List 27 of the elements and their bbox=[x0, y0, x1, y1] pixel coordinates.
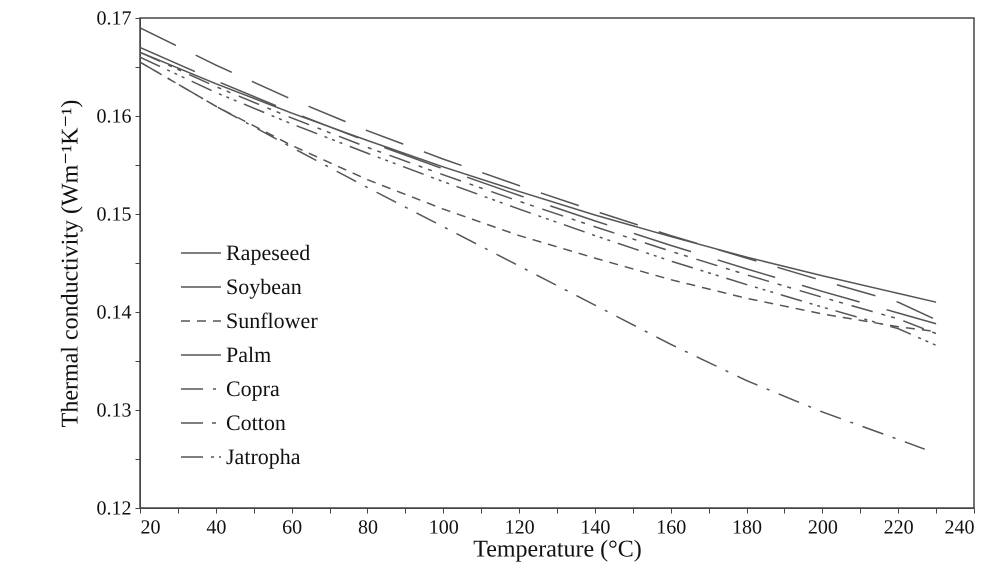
y-tick-label: 0.15 bbox=[96, 204, 132, 226]
y-tick-label: 0.13 bbox=[96, 400, 132, 422]
x-tick-label: 200 bbox=[808, 516, 838, 538]
x-tick-label: 160 bbox=[656, 516, 686, 538]
legend-label: Jatropha bbox=[226, 444, 301, 469]
x-tick-label: 220 bbox=[884, 516, 914, 538]
y-tick-label: 0.17 bbox=[96, 8, 132, 30]
x-tick-label: 100 bbox=[428, 516, 459, 538]
x-tick-label: 60 bbox=[282, 516, 302, 538]
legend-label: Rapeseed bbox=[226, 240, 310, 265]
x-tick-label: 20 bbox=[140, 516, 160, 538]
legend-label: Soybean bbox=[226, 274, 302, 299]
x-tick-label: 40 bbox=[206, 516, 226, 538]
y-tick-label: 0.14 bbox=[96, 302, 132, 324]
legend-label: Palm bbox=[226, 342, 272, 367]
y-tick-label: 0.16 bbox=[96, 106, 132, 128]
x-tick-label: 80 bbox=[358, 516, 378, 538]
x-axis-title: Temperature (°C) bbox=[473, 536, 642, 562]
y-axis-title: Thermal conductivity (Wm⁻¹K⁻¹) bbox=[58, 100, 84, 428]
legend-label: Cotton bbox=[226, 410, 286, 435]
legend-label: Sunflower bbox=[226, 308, 318, 333]
x-tick-label: 140 bbox=[580, 516, 610, 538]
legend-label: Copra bbox=[226, 376, 280, 401]
x-tick-label: 120 bbox=[504, 516, 535, 538]
x-tick-label: 180 bbox=[732, 516, 762, 538]
y-tick-label: 0.12 bbox=[96, 498, 132, 520]
x-tick-label: 240 bbox=[944, 516, 974, 538]
